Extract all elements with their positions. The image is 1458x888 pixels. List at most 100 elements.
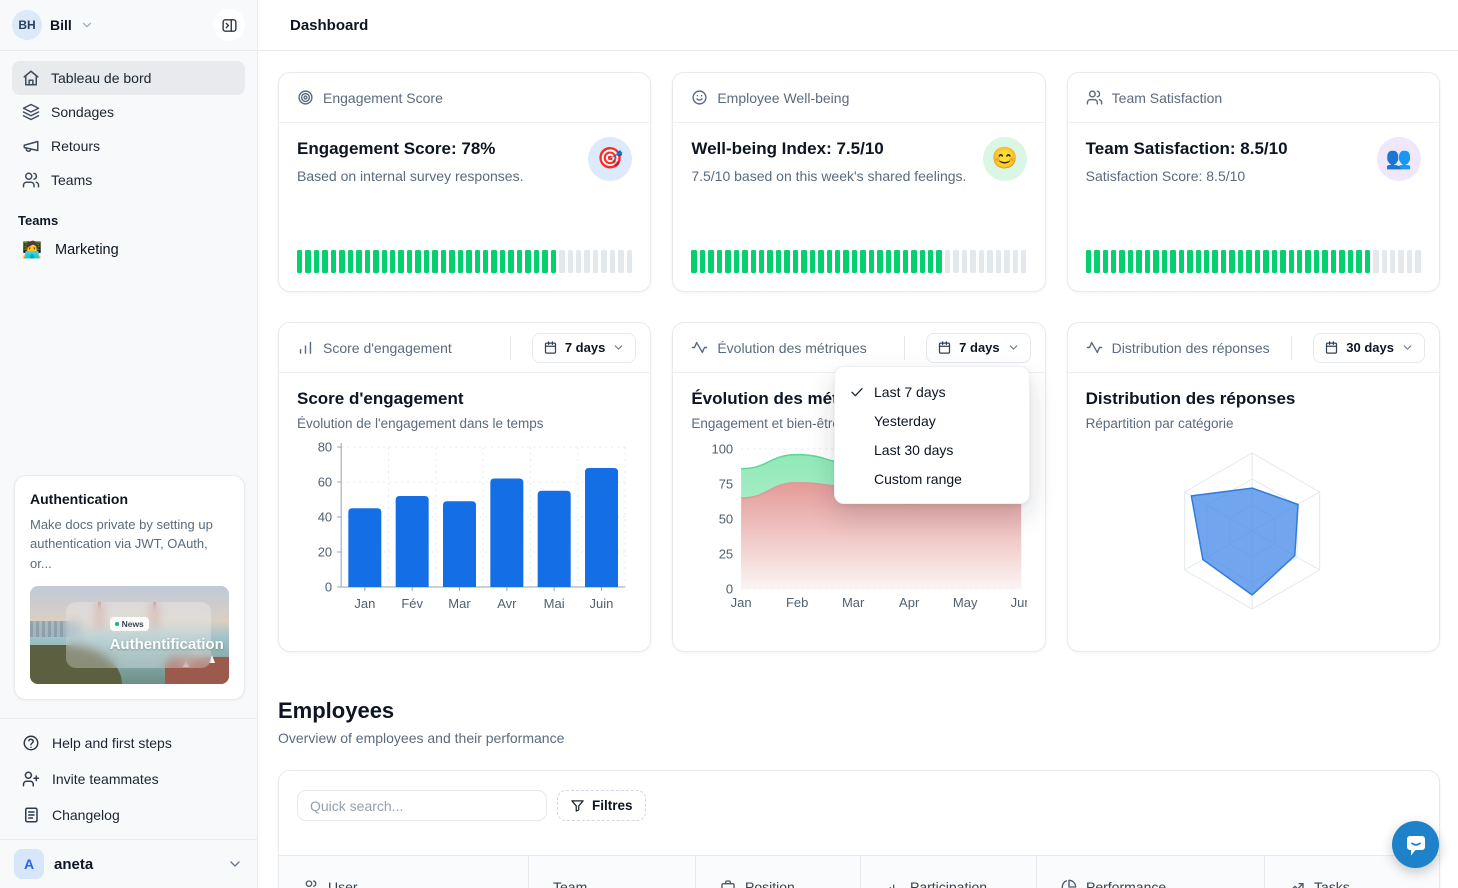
sidebar-item-invite-teammates[interactable]: Invite teammates [12,761,245,797]
svg-text:Jan: Jan [731,595,752,610]
sidebar-item-help-and-first-steps[interactable]: Help and first steps [12,725,245,761]
stat-card-wellbeing: Employee Well-being Well-being Index: 7.… [672,72,1046,292]
target-icon [297,89,314,106]
sidebar-item-changelog[interactable]: Changelog [12,797,245,833]
chevron-down-icon [612,341,625,354]
progress-segment [1204,250,1210,273]
user-name[interactable]: Bill [50,17,72,33]
promo-overlay-title: Authentification [109,636,224,653]
progress-segment [449,250,455,273]
chart-subtitle: Répartition par catégorie [1085,416,1234,431]
column-header-position[interactable]: Position [696,856,861,888]
progress-segment [525,250,531,273]
user-avatar[interactable]: BH [12,10,42,40]
progress-segment [767,250,773,273]
progress-segment [809,250,816,273]
home-icon [22,69,40,87]
stat-card-header-label: Engagement Score [323,89,443,106]
progress-segment [1246,250,1252,273]
dropdown-item-last-30-days[interactable]: Last 30 days [835,435,1029,464]
svg-text:60: 60 [318,475,332,490]
progress-segment [1111,250,1117,273]
chat-launcher-button[interactable] [1392,821,1439,868]
progress-segment [432,250,438,273]
column-header-performance[interactable]: Performance [1037,856,1265,888]
promo-card[interactable]: Authentication Make docs private by sett… [14,474,245,700]
progress-segment [1094,250,1100,273]
column-header-user[interactable]: User [279,856,529,888]
progress-segment [1313,250,1320,273]
team-label: Marketing [55,242,119,258]
dropdown-item-yesterday[interactable]: Yesterday [835,406,1029,435]
sidebar-header: BH Bill [0,0,257,50]
chart-card-header-label: Distribution des réponses [1111,339,1270,356]
progress-segment [928,250,934,273]
filters-button[interactable]: Filtres [557,790,646,821]
sidebar-item-tableau-de-bord[interactable]: Tableau de bord [12,61,245,95]
smile-emoji-badge: 😊 [982,137,1027,181]
progress-segment [626,250,633,273]
progress-segment [1330,250,1337,273]
column-header-participation[interactable]: Participation [861,856,1037,888]
collapse-sidebar-button[interactable] [213,9,245,41]
progress-segment [1170,250,1176,273]
chart-title: Distribution des réponses [1085,389,1296,408]
dropdown-item-label: Custom range [874,470,962,487]
svg-text:Apr: Apr [899,595,920,610]
svg-text:20: 20 [318,545,332,560]
progress-segment [313,250,320,273]
sidebar-item-teams[interactable]: Teams [12,163,245,197]
progress-segment [567,250,573,273]
svg-text:Jun: Jun [1011,595,1027,610]
svg-text:Jan: Jan [354,596,375,611]
radar-chart [1183,452,1320,610]
svg-text:Feb: Feb [786,595,808,610]
progress-segment [1305,250,1311,273]
progress-bar [1068,250,1439,291]
progress-segment [356,250,362,273]
progress-segment [482,250,489,273]
progress-segment [1339,250,1345,273]
promo-body: Make docs private by setting up authenti… [30,516,213,571]
progress-segment [1187,250,1193,273]
column-label: Participation [910,879,988,888]
chart-card-header-label: Évolution des métriques [717,339,867,356]
range-selector-button[interactable]: 30 days [1313,332,1425,363]
sidebar-footer: Help and first steps Invite teammates Chan… [0,718,257,888]
column-header-team[interactable]: Team [529,856,696,888]
users-emoji-badge: 👥 [1377,137,1421,181]
range-selector-button[interactable]: 7 days [926,332,1031,363]
briefcase-icon [720,879,736,888]
progress-segment [618,250,624,273]
column-label: Team [553,879,588,888]
dropdown-item-label: Last 7 days [874,383,946,400]
chat-bubble-icon [1406,835,1425,855]
progress-segment [1136,250,1142,273]
chevron-down-icon[interactable] [80,18,94,32]
chart-card-header-label: Score d'engagement [323,339,452,356]
progress-segment [533,250,540,273]
search-input[interactable] [297,790,547,821]
users-icon [22,171,40,189]
workspace-switcher[interactable]: A aneta [0,840,257,888]
progress-segment [750,250,756,273]
progress-segment [961,250,968,273]
stat-card-header-label: Employee Well-being [717,89,850,106]
svg-text:May: May [953,595,978,610]
progress-segment [584,250,590,273]
sidebar-item-sondages[interactable]: Sondages [12,95,245,129]
chevron-down-icon [1007,341,1020,354]
sidebar-team-marketing[interactable]: 🧑‍💻 Marketing [12,232,245,268]
progress-segment [550,250,557,273]
dropdown-item-label: Yesterday [874,412,936,429]
progress-segment [1212,250,1218,273]
progress-segment [1322,250,1328,273]
range-selector-button[interactable]: 7 days [531,332,637,363]
progress-segment [542,250,548,273]
progress-segment [877,250,883,273]
dropdown-item-custom-range[interactable]: Custom range [835,464,1029,493]
panel-toggle-icon [221,17,238,34]
dropdown-item-last-7-days[interactable]: Last 7 days [835,377,1029,406]
progress-segment [716,250,723,273]
sidebar-item-retours[interactable]: Retours [12,129,245,163]
